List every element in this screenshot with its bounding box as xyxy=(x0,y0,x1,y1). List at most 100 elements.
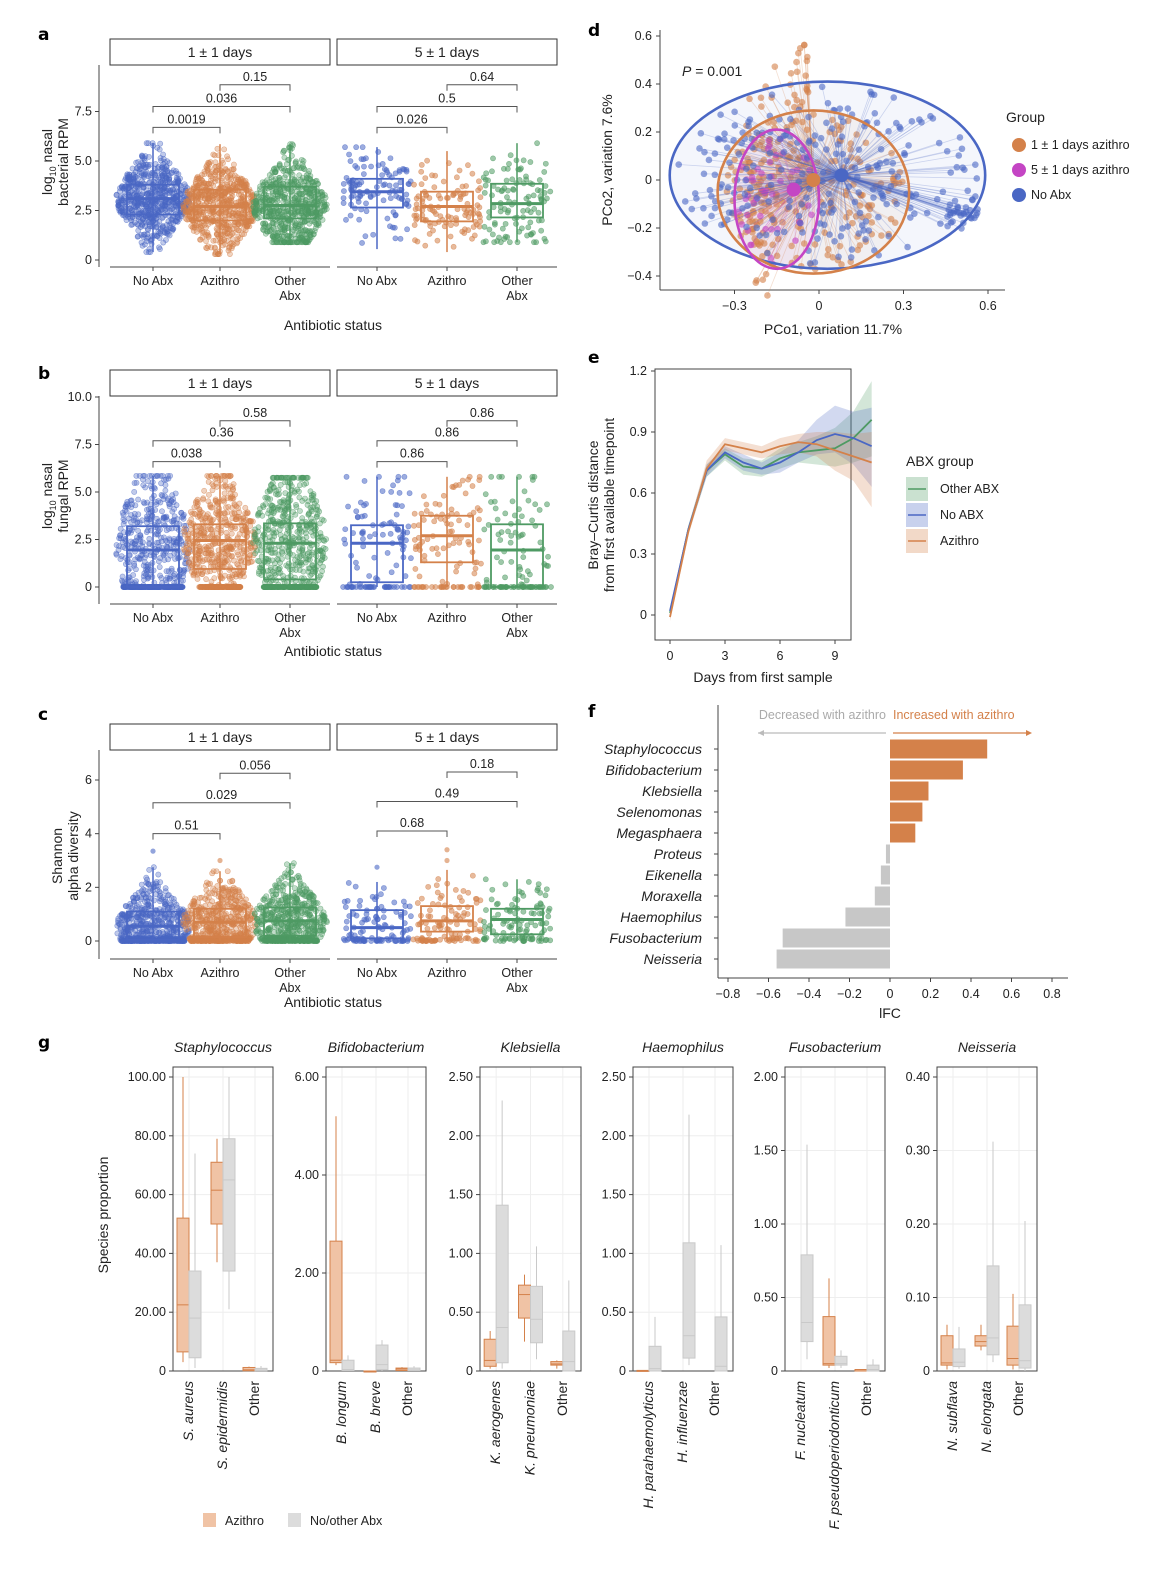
y-tick-label: 7.5 xyxy=(75,438,92,452)
data-point xyxy=(128,538,134,545)
data-point xyxy=(469,483,476,489)
data-point xyxy=(270,484,277,491)
data-point xyxy=(490,155,496,162)
data-point xyxy=(146,153,152,160)
data-point xyxy=(457,191,464,198)
data-point xyxy=(296,536,303,543)
data-point xyxy=(404,226,410,233)
data-point xyxy=(298,210,304,217)
data-point xyxy=(256,199,263,206)
data-point xyxy=(420,493,427,500)
data-point xyxy=(505,207,512,214)
data-point xyxy=(239,211,245,218)
comparison-bracket xyxy=(446,84,518,91)
data-point xyxy=(161,534,167,541)
data-point xyxy=(542,160,549,167)
data-point xyxy=(223,544,230,551)
data-point xyxy=(482,176,489,183)
data-point xyxy=(469,170,476,177)
data-point xyxy=(412,566,419,572)
panel-c-ylabel-line1: Shannon xyxy=(49,828,65,884)
data-point xyxy=(542,238,549,245)
x-tick-label: No Abx xyxy=(133,274,174,288)
x-tick-label: No Abx xyxy=(357,611,398,625)
data-point xyxy=(173,175,180,181)
data-point xyxy=(208,578,215,585)
data-point xyxy=(161,172,168,179)
data-point xyxy=(393,511,400,518)
data-point xyxy=(525,497,532,504)
data-point xyxy=(135,233,142,240)
data-point xyxy=(408,555,414,562)
data-point xyxy=(239,231,245,238)
data-point xyxy=(457,196,464,203)
data-point xyxy=(307,229,314,235)
data-point xyxy=(217,529,224,536)
data-point xyxy=(293,501,299,508)
data-point xyxy=(508,558,515,565)
x-tick-label: Azithro xyxy=(428,274,467,288)
data-point xyxy=(157,499,164,506)
data-point xyxy=(437,515,444,522)
data-point xyxy=(411,536,418,543)
data-point xyxy=(267,488,273,494)
data-point xyxy=(538,217,545,224)
data-point xyxy=(527,209,534,216)
data-point xyxy=(464,522,471,528)
data-point xyxy=(139,178,145,185)
data-point xyxy=(474,505,481,511)
data-point xyxy=(395,473,402,480)
data-point xyxy=(269,190,276,196)
facet-strip-label: 1 ± 1 days xyxy=(188,729,253,745)
data-point xyxy=(413,195,420,202)
data-point xyxy=(221,146,228,153)
data-point xyxy=(209,481,216,488)
data-point xyxy=(235,227,242,234)
data-point xyxy=(510,187,517,193)
p-value-label: 0.86 xyxy=(470,406,494,420)
data-point xyxy=(468,584,475,590)
data-point xyxy=(340,195,347,201)
data-point xyxy=(504,165,511,172)
data-point xyxy=(171,207,178,213)
data-point xyxy=(424,536,431,543)
data-point xyxy=(519,531,526,538)
data-point xyxy=(317,547,324,553)
data-point xyxy=(197,236,204,243)
data-point xyxy=(234,549,241,556)
x-tick-label: Other xyxy=(501,611,532,625)
comparison-bracket xyxy=(376,461,448,468)
data-point xyxy=(174,516,181,523)
data-point xyxy=(160,239,167,246)
data-point xyxy=(403,537,409,544)
data-point xyxy=(507,539,514,546)
data-point xyxy=(186,191,193,198)
data-point xyxy=(162,487,169,494)
data-point xyxy=(414,215,421,222)
data-point xyxy=(387,195,394,202)
data-point xyxy=(440,492,447,499)
y-tick-label: 2.5 xyxy=(75,204,92,218)
data-point xyxy=(283,194,290,201)
data-point xyxy=(411,510,418,517)
data-point xyxy=(255,539,262,546)
p-value-label: 0.026 xyxy=(396,112,427,126)
data-point xyxy=(157,140,164,147)
data-point xyxy=(518,225,525,232)
data-point xyxy=(227,251,233,257)
data-point xyxy=(277,481,284,488)
data-point xyxy=(464,207,471,214)
data-point xyxy=(393,182,399,189)
data-point xyxy=(470,224,477,230)
data-point xyxy=(137,532,144,539)
data-point xyxy=(278,220,285,227)
data-point xyxy=(296,165,303,171)
x-tick-label: Abx xyxy=(279,626,301,640)
data-point xyxy=(489,231,496,238)
data-point xyxy=(291,535,298,542)
data-point xyxy=(235,562,242,568)
data-point xyxy=(361,512,368,519)
data-point xyxy=(181,528,188,535)
